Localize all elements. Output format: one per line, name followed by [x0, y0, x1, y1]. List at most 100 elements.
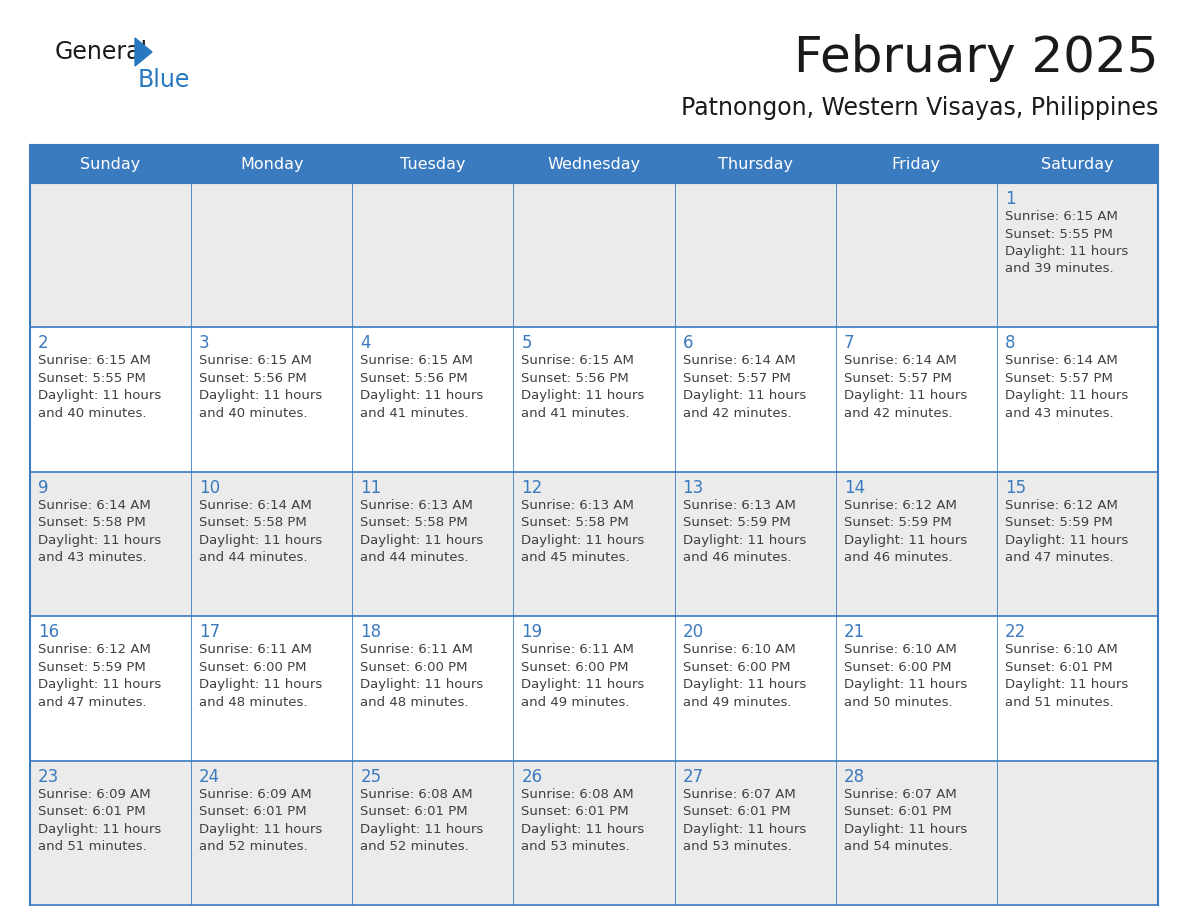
- Text: 2: 2: [38, 334, 49, 353]
- Text: 18: 18: [360, 623, 381, 641]
- Bar: [513, 145, 675, 183]
- Bar: [30, 183, 1158, 328]
- Text: and 52 minutes.: and 52 minutes.: [360, 840, 469, 853]
- Text: 6: 6: [683, 334, 693, 353]
- Bar: [675, 145, 835, 183]
- Bar: [30, 145, 191, 183]
- Text: Sunrise: 6:10 AM: Sunrise: 6:10 AM: [843, 644, 956, 656]
- Text: Daylight: 11 hours: Daylight: 11 hours: [683, 533, 805, 547]
- Text: 22: 22: [1005, 623, 1026, 641]
- Text: and 51 minutes.: and 51 minutes.: [1005, 696, 1113, 709]
- Text: Sunrise: 6:15 AM: Sunrise: 6:15 AM: [360, 354, 473, 367]
- Text: 12: 12: [522, 479, 543, 497]
- Text: Daylight: 11 hours: Daylight: 11 hours: [38, 678, 162, 691]
- Text: and 51 minutes.: and 51 minutes.: [38, 840, 147, 853]
- Text: Sunset: 6:01 PM: Sunset: 6:01 PM: [360, 805, 468, 818]
- Text: Daylight: 11 hours: Daylight: 11 hours: [1005, 678, 1129, 691]
- Text: Sunset: 5:56 PM: Sunset: 5:56 PM: [360, 372, 468, 385]
- Text: 21: 21: [843, 623, 865, 641]
- Text: Sunset: 6:01 PM: Sunset: 6:01 PM: [200, 805, 307, 818]
- Text: Daylight: 11 hours: Daylight: 11 hours: [843, 823, 967, 835]
- Text: Daylight: 11 hours: Daylight: 11 hours: [200, 389, 322, 402]
- Text: and 40 minutes.: and 40 minutes.: [200, 407, 308, 420]
- Text: Blue: Blue: [138, 68, 190, 92]
- Text: Sunset: 6:00 PM: Sunset: 6:00 PM: [843, 661, 952, 674]
- Text: 16: 16: [38, 623, 59, 641]
- Text: Sunrise: 6:09 AM: Sunrise: 6:09 AM: [200, 788, 311, 800]
- Text: and 46 minutes.: and 46 minutes.: [683, 552, 791, 565]
- Text: and 54 minutes.: and 54 minutes.: [843, 840, 953, 853]
- Bar: [997, 145, 1158, 183]
- Text: Sunset: 5:58 PM: Sunset: 5:58 PM: [522, 516, 630, 530]
- Text: Daylight: 11 hours: Daylight: 11 hours: [1005, 389, 1129, 402]
- Text: 20: 20: [683, 623, 703, 641]
- Bar: [835, 145, 997, 183]
- Text: Sunrise: 6:08 AM: Sunrise: 6:08 AM: [360, 788, 473, 800]
- Text: Sunset: 5:57 PM: Sunset: 5:57 PM: [1005, 372, 1113, 385]
- Text: 27: 27: [683, 767, 703, 786]
- Bar: [30, 472, 1158, 616]
- Text: Sunrise: 6:07 AM: Sunrise: 6:07 AM: [683, 788, 795, 800]
- Text: Sunrise: 6:13 AM: Sunrise: 6:13 AM: [683, 498, 796, 512]
- Text: 9: 9: [38, 479, 49, 497]
- Text: 23: 23: [38, 767, 59, 786]
- Text: 28: 28: [843, 767, 865, 786]
- Text: Daylight: 11 hours: Daylight: 11 hours: [683, 823, 805, 835]
- Text: Sunset: 6:00 PM: Sunset: 6:00 PM: [200, 661, 307, 674]
- Text: Daylight: 11 hours: Daylight: 11 hours: [360, 389, 484, 402]
- Text: and 43 minutes.: and 43 minutes.: [38, 552, 146, 565]
- Text: Sunset: 5:56 PM: Sunset: 5:56 PM: [200, 372, 307, 385]
- Text: Daylight: 11 hours: Daylight: 11 hours: [522, 533, 645, 547]
- Text: and 40 minutes.: and 40 minutes.: [38, 407, 146, 420]
- Text: 24: 24: [200, 767, 220, 786]
- Text: Daylight: 11 hours: Daylight: 11 hours: [200, 533, 322, 547]
- Text: Sunset: 6:01 PM: Sunset: 6:01 PM: [843, 805, 952, 818]
- Text: 4: 4: [360, 334, 371, 353]
- Text: Daylight: 11 hours: Daylight: 11 hours: [38, 533, 162, 547]
- Text: 17: 17: [200, 623, 220, 641]
- Text: Daylight: 11 hours: Daylight: 11 hours: [843, 389, 967, 402]
- Text: Sunrise: 6:13 AM: Sunrise: 6:13 AM: [522, 498, 634, 512]
- Text: Sunrise: 6:12 AM: Sunrise: 6:12 AM: [1005, 498, 1118, 512]
- Bar: [30, 328, 1158, 472]
- Text: and 42 minutes.: and 42 minutes.: [843, 407, 953, 420]
- Text: and 47 minutes.: and 47 minutes.: [38, 696, 146, 709]
- Text: Tuesday: Tuesday: [400, 156, 466, 172]
- Text: Daylight: 11 hours: Daylight: 11 hours: [683, 678, 805, 691]
- Text: Daylight: 11 hours: Daylight: 11 hours: [38, 823, 162, 835]
- Text: and 44 minutes.: and 44 minutes.: [200, 552, 308, 565]
- Text: Sunrise: 6:15 AM: Sunrise: 6:15 AM: [38, 354, 151, 367]
- Text: Sunset: 5:59 PM: Sunset: 5:59 PM: [683, 516, 790, 530]
- Text: Sunrise: 6:12 AM: Sunrise: 6:12 AM: [843, 498, 956, 512]
- Text: 1: 1: [1005, 190, 1016, 208]
- Text: and 47 minutes.: and 47 minutes.: [1005, 552, 1113, 565]
- Text: Sunrise: 6:14 AM: Sunrise: 6:14 AM: [38, 498, 151, 512]
- Text: Monday: Monday: [240, 156, 303, 172]
- Text: Daylight: 11 hours: Daylight: 11 hours: [360, 678, 484, 691]
- Text: Daylight: 11 hours: Daylight: 11 hours: [843, 533, 967, 547]
- Text: Daylight: 11 hours: Daylight: 11 hours: [683, 389, 805, 402]
- Text: Sunset: 5:55 PM: Sunset: 5:55 PM: [38, 372, 146, 385]
- Text: Wednesday: Wednesday: [548, 156, 640, 172]
- Text: 26: 26: [522, 767, 543, 786]
- Text: Sunset: 5:55 PM: Sunset: 5:55 PM: [1005, 228, 1113, 241]
- Text: 5: 5: [522, 334, 532, 353]
- Text: Sunset: 5:57 PM: Sunset: 5:57 PM: [683, 372, 790, 385]
- Text: Sunrise: 6:15 AM: Sunrise: 6:15 AM: [522, 354, 634, 367]
- Text: Sunset: 5:59 PM: Sunset: 5:59 PM: [1005, 516, 1113, 530]
- Text: 11: 11: [360, 479, 381, 497]
- Text: 13: 13: [683, 479, 703, 497]
- Bar: [191, 145, 353, 183]
- Text: Sunset: 6:00 PM: Sunset: 6:00 PM: [683, 661, 790, 674]
- Text: Daylight: 11 hours: Daylight: 11 hours: [522, 678, 645, 691]
- Text: Sunset: 5:56 PM: Sunset: 5:56 PM: [522, 372, 630, 385]
- Text: 25: 25: [360, 767, 381, 786]
- Text: 15: 15: [1005, 479, 1026, 497]
- Text: Sunrise: 6:11 AM: Sunrise: 6:11 AM: [522, 644, 634, 656]
- Text: and 52 minutes.: and 52 minutes.: [200, 840, 308, 853]
- Text: Sunrise: 6:14 AM: Sunrise: 6:14 AM: [1005, 354, 1118, 367]
- Text: Sunset: 6:01 PM: Sunset: 6:01 PM: [522, 805, 630, 818]
- Text: Sunset: 5:59 PM: Sunset: 5:59 PM: [38, 661, 146, 674]
- Text: and 45 minutes.: and 45 minutes.: [522, 552, 630, 565]
- Text: Sunrise: 6:07 AM: Sunrise: 6:07 AM: [843, 788, 956, 800]
